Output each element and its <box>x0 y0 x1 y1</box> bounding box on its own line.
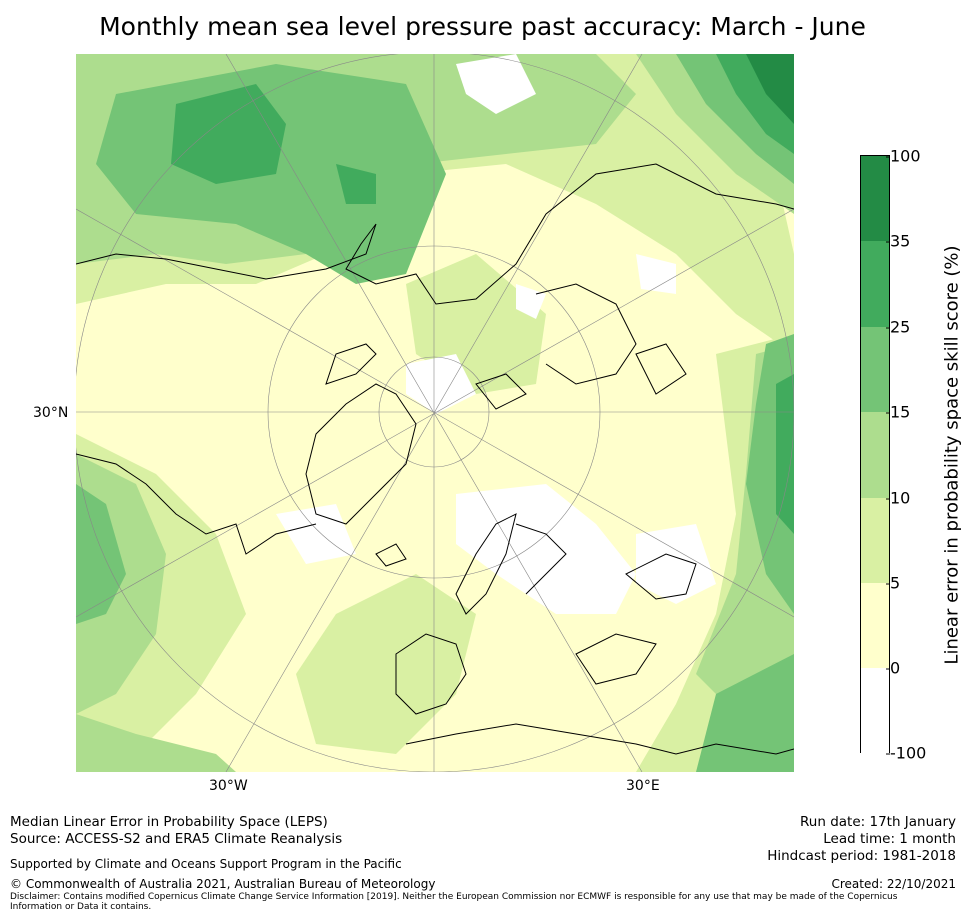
lead-time: Lead time: 1 month <box>823 831 956 847</box>
colorbar-bin <box>861 412 889 498</box>
footer-method-line: Median Linear Error in Probability Space… <box>10 814 328 830</box>
colorbar-bin <box>861 668 889 754</box>
footer-disclaimer: Disclaimer: Contains modified Copernicus… <box>10 892 897 912</box>
footer-support: Supported by Climate and Oceans Support … <box>10 857 402 871</box>
colorbar-label: Linear error in probability space skill … <box>941 245 963 665</box>
colorbar <box>860 155 890 754</box>
colorbar-tick: 5 <box>885 573 901 593</box>
skill-35-100-regions <box>746 54 794 124</box>
graticule <box>76 54 794 772</box>
map-svg <box>76 54 794 772</box>
coastlines <box>76 163 794 755</box>
longitude-label-west: 30°W <box>209 778 248 794</box>
colorbar-tick: 100 <box>886 146 921 166</box>
skill-negative-regions <box>276 54 716 614</box>
colorbar-bin <box>861 241 889 327</box>
colorbar-tick: 35 <box>885 231 911 251</box>
colorbar-tick: 15 <box>885 402 911 422</box>
footer-disclaimer-line: Information or Data it contains. <box>10 902 152 912</box>
footer-run-info: Run date: 17th January Lead time: 1 mont… <box>767 814 956 865</box>
colorbar-tick: 0 <box>885 658 901 678</box>
colorbar-tick: -100 <box>885 743 927 763</box>
created-date: Created: 22/10/2021 <box>831 877 956 891</box>
footer-disclaimer-line: Disclaimer: Contains modified Copernicus… <box>10 892 898 902</box>
latitude-label: 30°N <box>33 405 69 421</box>
footer-source-line: Source: ACCESS-S2 and ERA5 Climate Reana… <box>10 831 343 847</box>
polar-map[interactable] <box>76 54 794 772</box>
colorbar-bin <box>861 326 889 413</box>
colorbar-bin <box>861 497 889 583</box>
colorbar-bin <box>861 156 889 242</box>
run-date: Run date: 17th January <box>800 814 956 830</box>
hindcast-period: Hindcast period: 1981-2018 <box>767 848 956 864</box>
longitude-label-east: 30°E <box>626 778 660 794</box>
colorbar-tick: 25 <box>885 317 911 337</box>
colorbar-bin <box>861 583 889 669</box>
footer-copyright: © Commonwealth of Australia 2021, Austra… <box>10 877 436 891</box>
footer-method: Median Linear Error in Probability Space… <box>10 814 342 848</box>
chart-title: Monthly mean sea level pressure past acc… <box>99 12 866 41</box>
colorbar-tick: 10 <box>885 488 911 508</box>
